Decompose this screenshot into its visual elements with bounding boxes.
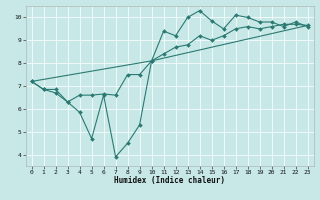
X-axis label: Humidex (Indice chaleur): Humidex (Indice chaleur) (114, 176, 225, 185)
